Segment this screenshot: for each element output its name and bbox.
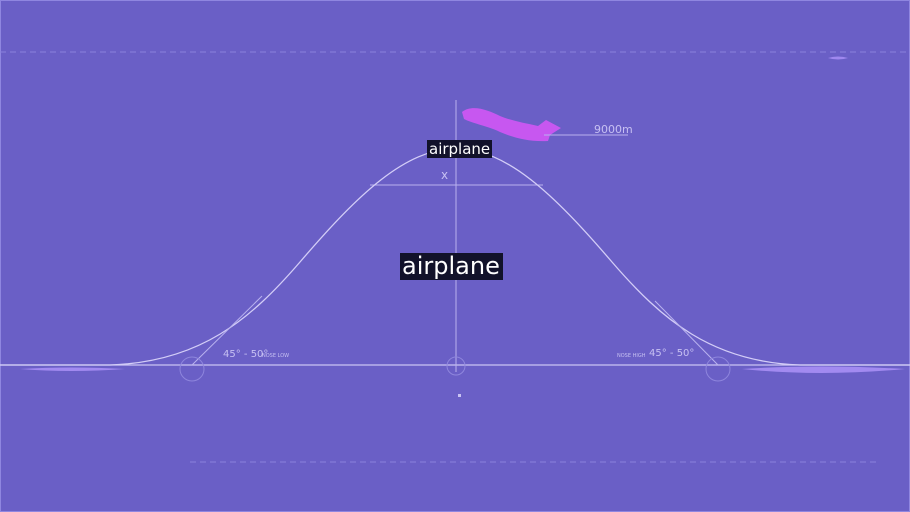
axis-tick (458, 394, 461, 397)
left-horizon-streak (20, 367, 125, 371)
left-marker-circle (179, 356, 205, 382)
top-right-streak (828, 56, 848, 60)
right-horizon-streak (742, 366, 905, 373)
airplane-label-large: airplane (400, 253, 503, 280)
left-angle-text: 45° - 50° (223, 349, 268, 360)
right-angle-line (654, 300, 719, 366)
left-angle-line (191, 295, 263, 366)
right-angle-text: 45° - 50° (649, 348, 694, 359)
axis-marker-text: x (441, 168, 448, 182)
airplane-icon (462, 108, 561, 142)
airplane-label-small: airplane (427, 140, 493, 158)
altitude-text: 9000m (594, 123, 633, 136)
right-angle-caption: NOSE HIGH (617, 353, 646, 359)
left-angle-caption: NOSE LOW (262, 353, 289, 359)
center-marker-circle (446, 356, 466, 376)
right-marker-circle (705, 356, 731, 382)
